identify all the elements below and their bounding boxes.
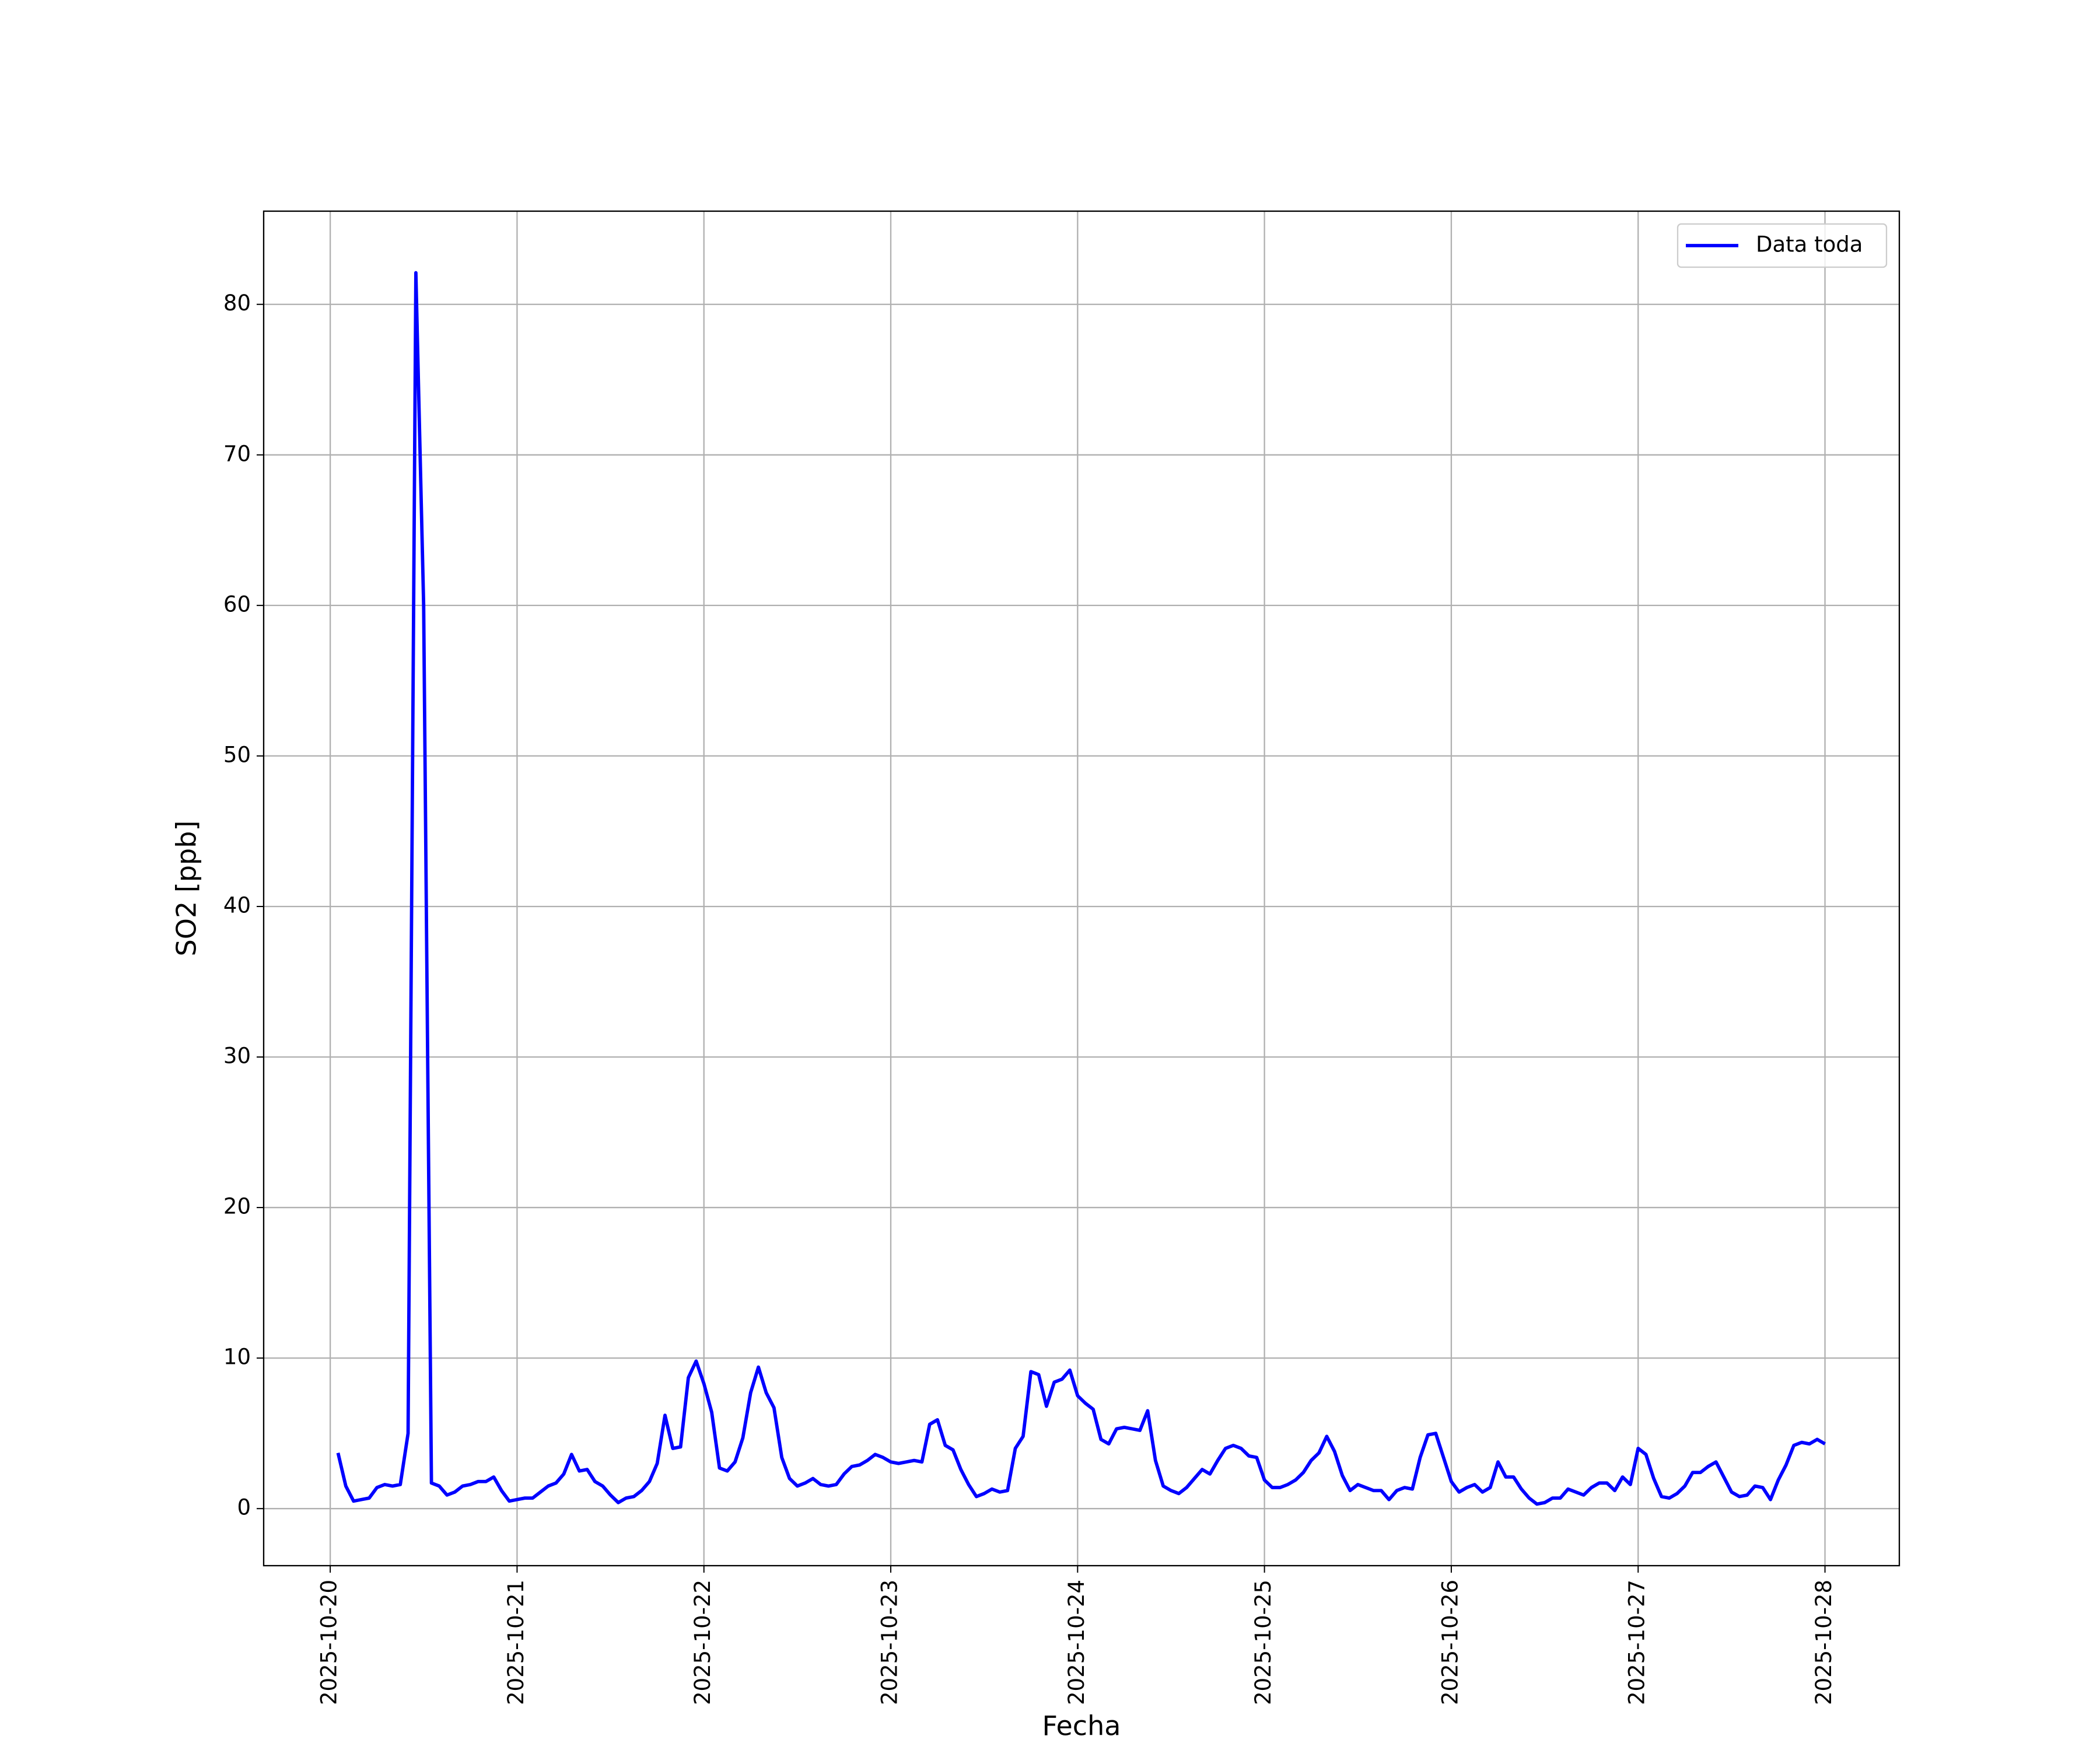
x-tick-label: 2025-10-21: [503, 1580, 528, 1705]
legend-label: Data toda: [1756, 232, 1863, 257]
x-tick-label: 2025-10-27: [1625, 1580, 1650, 1705]
x-tick-label: 2025-10-28: [1811, 1580, 1836, 1705]
x-tick-label: 2025-10-26: [1437, 1580, 1462, 1705]
x-tick-label: 2025-10-24: [1064, 1580, 1089, 1705]
x-tick-label: 2025-10-20: [317, 1580, 342, 1705]
legend-box: [1676, 223, 1888, 268]
x-axis-label: Fecha: [1042, 1710, 1121, 1742]
y-tick-label: 0: [237, 1495, 251, 1520]
y-axis-label: SO2 [ppb]: [171, 821, 202, 957]
y-tick-label: 30: [223, 1044, 251, 1069]
plot-frame: [262, 210, 1901, 1567]
data-line: [336, 271, 1826, 1506]
y-tick-label: 50: [223, 742, 251, 767]
y-tick-label: 80: [223, 290, 251, 316]
y-tick-label: 60: [223, 592, 251, 617]
x-tick-label: 2025-10-25: [1251, 1580, 1276, 1705]
y-tick-label: 40: [223, 892, 251, 918]
x-tick-label: 2025-10-23: [877, 1580, 902, 1705]
y-tick-label: 10: [223, 1345, 251, 1370]
y-tick-label: 20: [223, 1194, 251, 1219]
y-tick-label: 70: [223, 441, 251, 466]
x-tick-label: 2025-10-22: [690, 1580, 715, 1705]
